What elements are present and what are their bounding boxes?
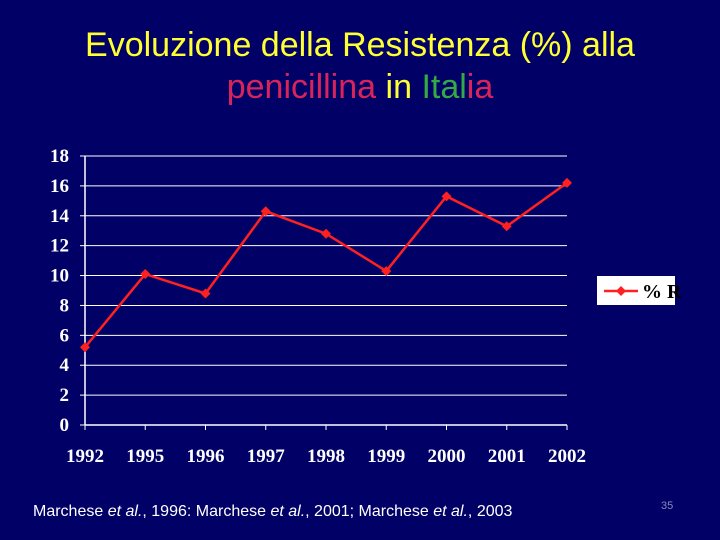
- y-tick-label: 10: [50, 266, 69, 287]
- slide-title: Evoluzione della Resistenza (%) alla pen…: [0, 24, 720, 108]
- y-tick-label: 14: [50, 206, 70, 227]
- citation-part: , 2001; Marchese: [305, 503, 434, 520]
- title-line-1: Evoluzione della Resistenza (%) alla: [85, 26, 635, 64]
- page-number: 35: [661, 500, 674, 512]
- citation-part: , 1996: Marchese: [142, 503, 271, 520]
- y-tick-label: 16: [50, 176, 69, 197]
- legend: % R: [597, 276, 682, 305]
- x-tick-label: 2001: [488, 446, 526, 467]
- data-point: [562, 177, 572, 188]
- data-point: [381, 266, 392, 277]
- legend-marker: [616, 286, 626, 296]
- series-points: [80, 177, 572, 353]
- x-tick-label: 1997: [247, 446, 286, 467]
- title-word-italia: Italia: [421, 68, 493, 106]
- y-tick-label: 6: [60, 325, 70, 346]
- citation: Marchese et al., 1996: Marchese et al., …: [33, 503, 512, 521]
- data-point: [260, 206, 271, 217]
- citation-part: , 2003: [467, 503, 513, 520]
- x-tick-label: 2002: [548, 446, 586, 467]
- data-point: [441, 191, 452, 202]
- x-tick-label: 1999: [367, 446, 405, 467]
- title-italia-part-2: ia: [466, 68, 494, 106]
- y-tick-label: 12: [50, 236, 69, 257]
- x-tick-label: 1998: [307, 446, 345, 467]
- citation-part: Marchese: [33, 503, 108, 520]
- legend-label: % R: [642, 281, 682, 303]
- y-tick-label: 18: [50, 146, 69, 167]
- title-word-penicillina: penicillina: [226, 68, 377, 106]
- x-tick-label: 1995: [126, 446, 164, 467]
- title-word-in: in: [385, 68, 412, 106]
- x-tick-label: 2000: [428, 446, 466, 467]
- y-tick-label: 4: [60, 355, 70, 376]
- data-point: [80, 342, 90, 353]
- y-tick-label: 8: [60, 295, 70, 316]
- title-italia-part-1: Ital: [421, 68, 467, 106]
- y-tick-label: 0: [60, 415, 70, 436]
- y-axis-ticks: 0 2 4 6 8 10 12 14 16 18: [50, 146, 85, 436]
- y-tick-label: 2: [60, 385, 70, 406]
- grid-lines: [85, 155, 567, 396]
- citation-et-al: et al.: [107, 503, 143, 520]
- x-tick-label: 1992: [66, 446, 104, 467]
- citation-et-al: et al.: [270, 503, 306, 520]
- x-axis-ticks: 1992 1995 1996 1997 1998 1999 2000 2001 2002: [66, 425, 586, 467]
- data-point: [321, 228, 331, 239]
- citation-et-al: et al.: [433, 503, 468, 520]
- data-point: [140, 269, 151, 280]
- series-line-percent-r: [84, 181, 568, 349]
- data-point: [200, 288, 211, 299]
- data-point: [501, 221, 512, 232]
- x-tick-label: 1996: [187, 446, 225, 467]
